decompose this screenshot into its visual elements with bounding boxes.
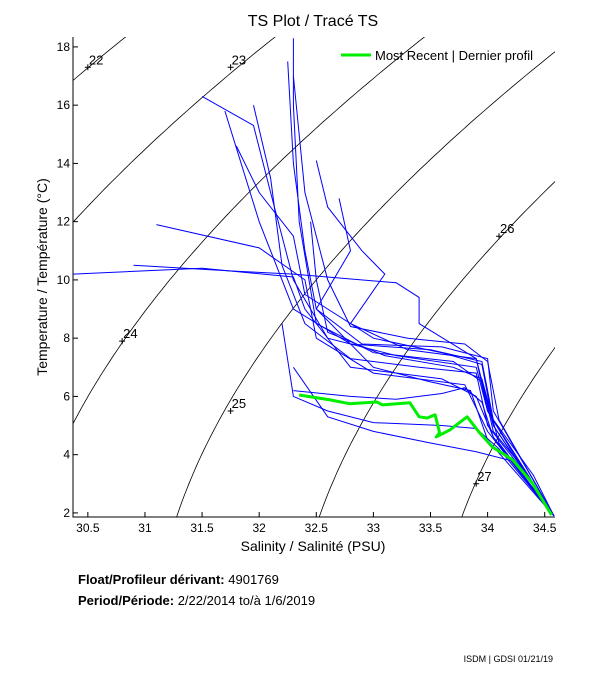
- legend-label: Most Recent | Dernier profil: [375, 48, 533, 63]
- y-tick-label: 8: [63, 331, 70, 345]
- isopycnal-label: 24: [123, 326, 137, 341]
- x-axis-label: Salinity / Salinité (PSU): [241, 538, 386, 554]
- profile-line: [156, 224, 555, 517]
- float-label: Float/Profileur dérivant:: [78, 572, 225, 587]
- period-start: 2/22/2014: [177, 593, 236, 608]
- isopycnal-label: 27: [477, 469, 491, 484]
- x-tick-label: 32.5: [305, 521, 329, 535]
- y-tick-label: 12: [57, 215, 71, 229]
- profile-line: [293, 387, 555, 517]
- period-label: Period/Période:: [78, 593, 175, 608]
- x-tick-label: 33: [367, 521, 381, 535]
- isopycnal-25: [176, 51, 555, 517]
- y-tick-label: 18: [57, 40, 71, 54]
- y-tick-label: 16: [57, 98, 71, 112]
- profile-line: [235, 145, 555, 517]
- profile-line: [253, 105, 555, 517]
- x-tick-label: 31.5: [190, 521, 214, 535]
- period-sep: to/à: [239, 593, 261, 608]
- y-tick-label: 10: [57, 273, 71, 287]
- profile-line: [292, 75, 555, 517]
- profile-line: [310, 221, 555, 517]
- most-recent-line: [298, 393, 553, 516]
- isopycnal-26: [318, 181, 555, 517]
- legend: Most Recent | Dernier profil: [341, 48, 533, 63]
- isopycnal-23: [73, 37, 276, 223]
- y-axis-label: Temperature / Température (°C): [34, 178, 50, 376]
- y-tick-label: 2: [63, 506, 70, 520]
- isopycnal-labels: 22 23 24 25 26 27: [84, 52, 515, 487]
- isopycnal-marker: [473, 480, 480, 487]
- isopycnal-27: [461, 346, 555, 517]
- isopycnal-22: [73, 37, 127, 82]
- isopycnal-marker: [227, 407, 234, 414]
- isopycnal-24: [73, 37, 426, 425]
- x-tick-label: 31: [138, 521, 152, 535]
- x-tick-label: 34.5: [533, 521, 557, 535]
- isopycnal-label: 26: [500, 221, 514, 236]
- period-info: Period/Période: 2/22/2014 to/à 1/6/2019: [78, 593, 315, 608]
- float-id: 4901769: [228, 572, 279, 587]
- isopycnal-marker: [227, 64, 234, 71]
- isopycnal-contours: [73, 37, 555, 517]
- isopycnal-marker: [496, 233, 503, 240]
- y-tick-label: 4: [63, 448, 70, 462]
- profile-line: [281, 323, 555, 517]
- x-tick-label: 33.5: [419, 521, 443, 535]
- axis-lines: [72, 37, 555, 518]
- isopycnal-marker: [84, 64, 91, 71]
- profiles: [73, 38, 555, 517]
- y-tick-label: 14: [57, 156, 71, 170]
- isopycnal-label: 25: [232, 396, 246, 411]
- x-tick-label: 32: [252, 521, 266, 535]
- isopycnal-label: 22: [89, 52, 103, 67]
- axes: 30.5 31 31.5 32 32.5 33 33.5 34 34.5246810121416…: [57, 37, 557, 535]
- float-info: Float/Profileur dérivant: 4901769: [78, 572, 279, 587]
- profile-line: [292, 367, 555, 517]
- y-tick-label: 6: [63, 389, 70, 403]
- footer-credit: ISDM | GDSI 01/21/19: [463, 654, 553, 664]
- x-tick-label: 34: [481, 521, 495, 535]
- profile-line: [292, 38, 555, 517]
- x-tick-label: 30.5: [76, 521, 100, 535]
- profile-line: [133, 264, 555, 517]
- isopycnal-label: 23: [232, 52, 246, 67]
- chart-title: TS Plot / Tracé TS: [248, 13, 378, 30]
- profile-line: [287, 61, 555, 517]
- isopycnal-marker: [119, 338, 126, 345]
- period-end: 1/6/2019: [264, 593, 316, 608]
- most-recent-profile: [298, 393, 553, 516]
